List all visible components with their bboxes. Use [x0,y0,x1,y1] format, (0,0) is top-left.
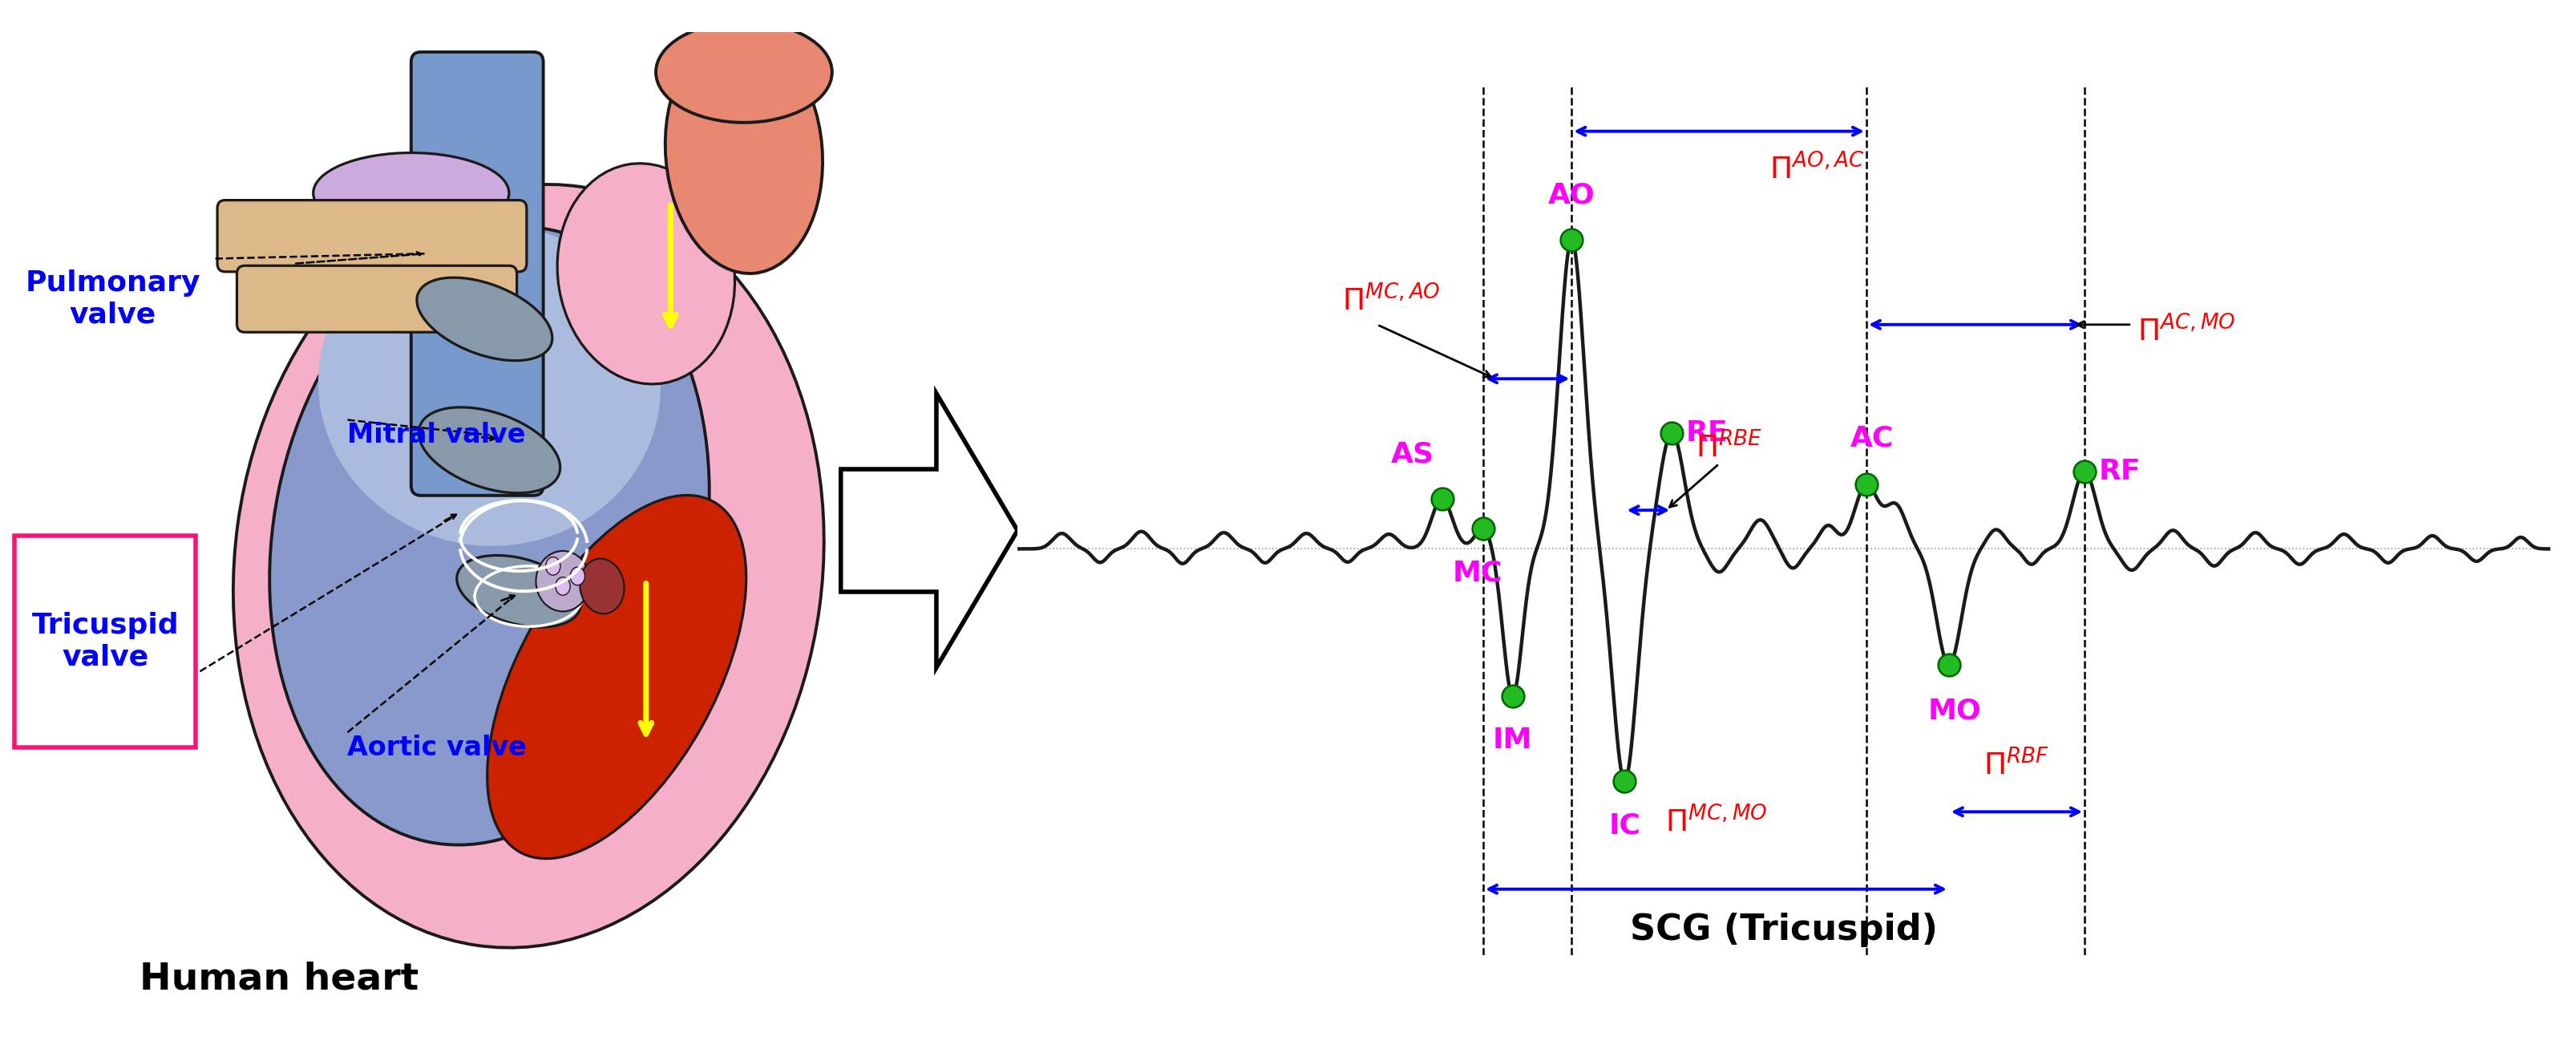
Text: RF: RF [2099,458,2141,485]
Ellipse shape [319,223,659,546]
Text: Tricuspid
valve: Tricuspid valve [31,612,178,671]
FancyBboxPatch shape [216,201,526,272]
Ellipse shape [417,278,551,361]
FancyBboxPatch shape [237,265,518,332]
Text: RE: RE [1687,419,1728,447]
Text: Pulmonary
valve: Pulmonary valve [26,269,201,328]
Text: $\Pi^{MC,MO}$: $\Pi^{MC,MO}$ [1664,807,1767,839]
Ellipse shape [456,555,580,627]
Ellipse shape [665,32,822,274]
FancyBboxPatch shape [15,536,196,748]
Text: Human heart: Human heart [139,961,417,997]
Text: AS: AS [1391,440,1435,468]
Ellipse shape [314,153,510,233]
FancyBboxPatch shape [412,52,544,495]
Text: $\Pi^{RBE}$: $\Pi^{RBE}$ [1695,432,1762,464]
Ellipse shape [556,163,734,384]
Text: Aortic valve: Aortic valve [348,734,528,761]
Text: $\Pi^{AO,AC}$: $\Pi^{AO,AC}$ [1770,155,1865,186]
Ellipse shape [536,551,590,611]
Ellipse shape [569,567,585,586]
Text: MC: MC [1453,559,1502,587]
Ellipse shape [580,559,623,613]
Ellipse shape [487,495,747,858]
Ellipse shape [657,22,832,123]
Text: $\Pi^{MC,AO}$: $\Pi^{MC,AO}$ [1342,285,1440,317]
Ellipse shape [556,577,569,595]
Text: IM: IM [1494,727,1533,754]
Ellipse shape [420,407,559,493]
Text: IC: IC [1610,812,1641,839]
Ellipse shape [270,227,708,845]
Text: SCG (Tricuspid): SCG (Tricuspid) [1631,912,1937,947]
Ellipse shape [234,185,824,947]
Text: MO: MO [1927,698,1981,725]
Ellipse shape [546,557,562,575]
Polygon shape [840,394,1018,667]
Text: AC: AC [1850,424,1893,452]
Text: Mitral valve: Mitral valve [348,422,526,448]
Text: $\Pi^{RBF}$: $\Pi^{RBF}$ [1984,749,2050,781]
Text: AO: AO [1548,181,1595,209]
Text: $\Pi^{AC,MO}$: $\Pi^{AC,MO}$ [2138,316,2236,348]
